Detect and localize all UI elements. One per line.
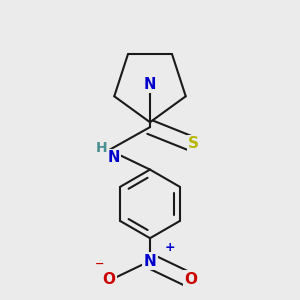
Text: +: + <box>165 241 175 254</box>
Text: N: N <box>144 254 156 268</box>
Text: S: S <box>188 136 199 151</box>
Text: N: N <box>144 77 156 92</box>
Text: −: − <box>94 259 104 269</box>
Text: O: O <box>184 272 197 286</box>
Text: O: O <box>103 272 116 286</box>
Text: N: N <box>108 150 120 165</box>
Text: H: H <box>96 141 107 155</box>
